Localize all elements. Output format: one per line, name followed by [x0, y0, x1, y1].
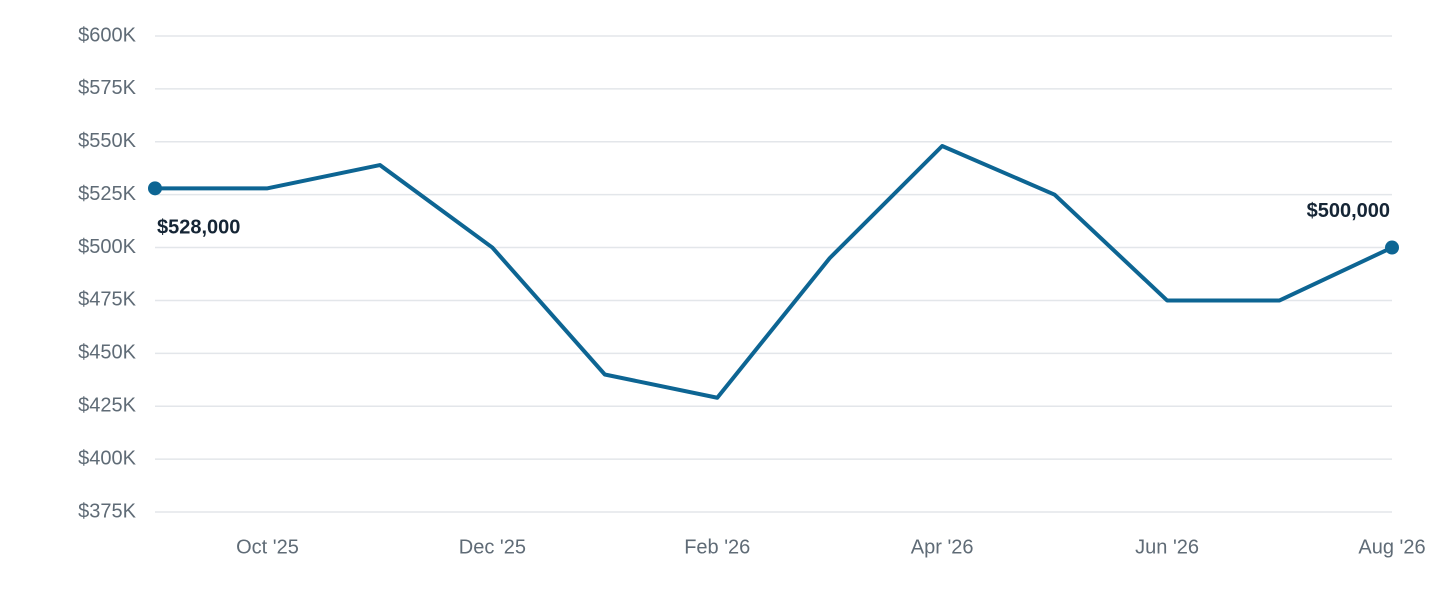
x-tick-label: Aug '26: [1358, 536, 1425, 558]
y-tick-label: $425K: [78, 395, 136, 417]
x-tick-label: Feb '26: [684, 536, 750, 558]
value-label: $528,000: [157, 217, 240, 239]
x-tick-label: Jun '26: [1135, 536, 1199, 558]
y-tick-label: $500K: [78, 236, 136, 258]
x-tick-label: Apr '26: [911, 536, 974, 558]
value-label: $500,000: [1307, 200, 1390, 222]
y-tick-label: $400K: [78, 447, 136, 469]
line: [155, 144, 1393, 400]
y-tick-label: $575K: [78, 77, 136, 99]
marker: [1385, 240, 1399, 255]
y-tick-label: $600K: [78, 24, 136, 46]
y-tick-label: $525K: [78, 183, 136, 205]
y-tick-label: $475K: [78, 289, 136, 311]
x-tick-label: Dec '25: [459, 536, 526, 558]
marker: [148, 181, 162, 196]
y-tick-label: $450K: [78, 342, 136, 364]
x-tick-label: Oct '25: [236, 536, 299, 558]
y-tick-label: $550K: [78, 130, 136, 152]
y-tick-label: $375K: [78, 500, 136, 522]
